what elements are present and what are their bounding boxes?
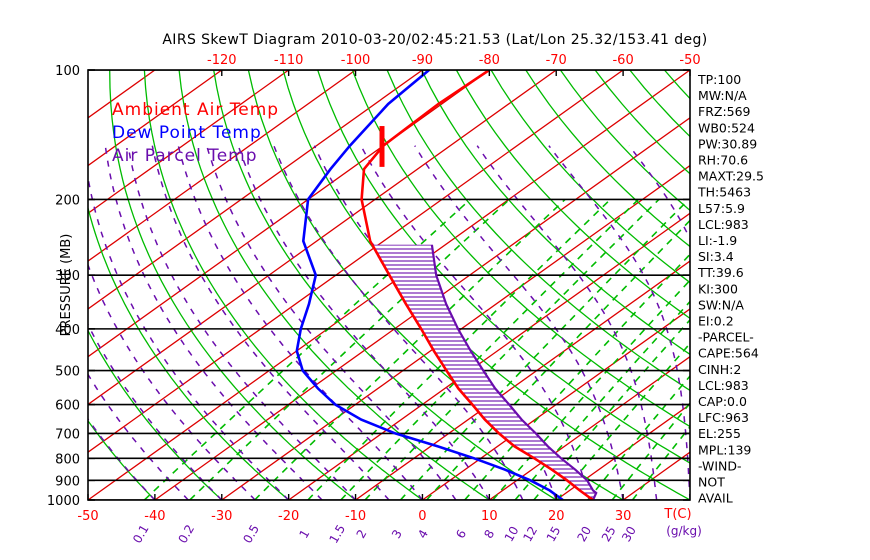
plot-frame [87,69,691,501]
top-temp-tick-label: -90 [412,53,433,68]
pressure-tick-label: 300 [55,269,80,284]
bottom-temp-tick-label: -10 [345,509,366,524]
pressure-tick-label: 1000 [47,494,80,509]
mixing-ratio-tick-label: 4 [415,527,431,541]
page-title: AIRS SkewT Diagram 2010-03-20/02:45:21.5… [162,32,708,48]
parameter-line: LFC:963 [698,410,749,425]
pressure-tick-label: 700 [55,427,80,442]
top-temp-tick-label: -110 [274,53,304,68]
bottom-temperature-labels: -50 -40 -30 -20 -10 0 10 20 30 [77,509,631,524]
mixing-ratio-tick-label: 6 [453,527,469,541]
parameter-line: SW:N/A [698,297,744,312]
legend-item-2: Dew Point Temp [112,123,262,143]
top-temp-tick-label: -60 [612,53,633,68]
mixing-ratio-tick-label: 1.5 [327,522,349,546]
parameter-line: WB0:524 [698,120,755,135]
parameter-line: LCL:983 [698,378,749,393]
mixing-ratio-tick-label: 15 [544,524,564,544]
bottom-temp-tick-label: 20 [548,509,565,524]
mixing-ratio-tick-label: 25 [599,524,619,544]
parameter-line: CAPE:564 [698,346,759,361]
parameter-line: MPL:139 [698,442,751,457]
legend: Ambient Air Temp Dew Point Temp Air Parcel… [112,100,279,166]
top-temp-tick-label: -80 [479,53,500,68]
bottom-temp-tick-label: -50 [77,509,98,524]
mixing-ratio-axis-title: (g/kg) [666,524,702,538]
parameter-line: TH:5463 [697,185,751,200]
pressure-tick-label: 500 [55,365,80,380]
parameter-line: TP:100 [697,72,741,87]
mixing-ratio-tick-label: 0.1 [130,522,152,546]
top-temperature-labels: -120 -110 -100 -90 -80 -70 -60 -50 [207,53,701,68]
mixing-ratio-tick-label: 10 [502,524,522,544]
parameter-line: CAP:0.0 [698,394,747,409]
top-temp-tick-label: -120 [207,53,237,68]
bottom-temp-tick-label: -20 [278,509,299,524]
pressure-tick-label: 400 [55,323,80,338]
sounding-curves [295,70,598,500]
parameter-line: EL:255 [698,426,741,441]
parameter-line: CINH:2 [698,362,741,377]
legend-item-1: Ambient Air Temp [112,100,279,120]
parameter-line: RH:70.6 [698,153,748,168]
mixing-ratio-tick-label: 12 [520,524,540,544]
parameter-line: KI:300 [698,281,738,296]
parameter-line: -PARCEL- [698,330,754,345]
parameter-line: FRZ:569 [698,104,751,119]
parameter-line: LCL:983 [698,217,749,232]
pressure-tick-label: 200 [55,193,80,208]
bottom-temp-tick-label: -30 [211,509,232,524]
top-temp-tick-label: -70 [546,53,567,68]
bottom-temp-tick-label: 30 [615,509,632,524]
mixing-ratio-tick-label: 1 [296,527,312,541]
axis-ticks [87,69,691,501]
pressure-tick-label: 900 [55,474,80,489]
mixing-ratio-tick-label: 30 [619,524,639,544]
parameter-line: LI:-1.9 [698,233,737,248]
bottom-temp-tick-label: 0 [418,509,426,524]
legend-item-3: Air Parcel Temp [112,146,258,166]
top-temp-tick-label: -100 [341,53,371,68]
mixing-ratio-tick-label: 0.2 [175,522,197,546]
parameter-line: NOT [698,475,725,490]
parameter-line: MW:N/A [698,88,747,103]
dry-adiabat-gridlines [88,70,690,500]
pressure-axis-labels: 100 200 300 400 500 600 700 800 900 1000 [47,64,80,509]
pressure-tick-label: 600 [55,399,80,414]
mixing-ratio-tick-label: 3 [389,527,405,541]
parameter-line: PW:30.89 [698,136,757,151]
mixing-ratio-tick-label: 0.5 [240,522,262,546]
pressure-axis-title: PRESSURE (MB) [59,234,74,337]
pressure-tick-label: 100 [55,64,80,79]
parameter-line: MAXT:29.5 [698,169,764,184]
mixing-ratio-tick-label: 8 [481,527,497,541]
parameter-line: EI:0.2 [698,314,734,329]
bottom-temp-tick-label: 10 [481,509,498,524]
parameter-line: TT:39.6 [697,265,744,280]
pressure-tick-label: 800 [55,452,80,467]
parameter-line: L57:5.9 [698,201,745,216]
parameter-line: -WIND- [698,458,742,473]
moist-adiabat-gridlines [88,145,690,500]
isobar-gridlines [88,70,690,500]
mixing-ratio-tick-label: 2 [354,527,370,541]
mixing-ratio-tick-label: 20 [574,524,594,544]
bottom-temp-tick-label: -40 [144,509,165,524]
top-temp-tick-label: -50 [679,53,700,68]
parameter-line: AVAIL [698,491,733,506]
parameter-line: SI:3.4 [698,249,734,264]
temperature-axis-title: T(C) [663,507,691,522]
